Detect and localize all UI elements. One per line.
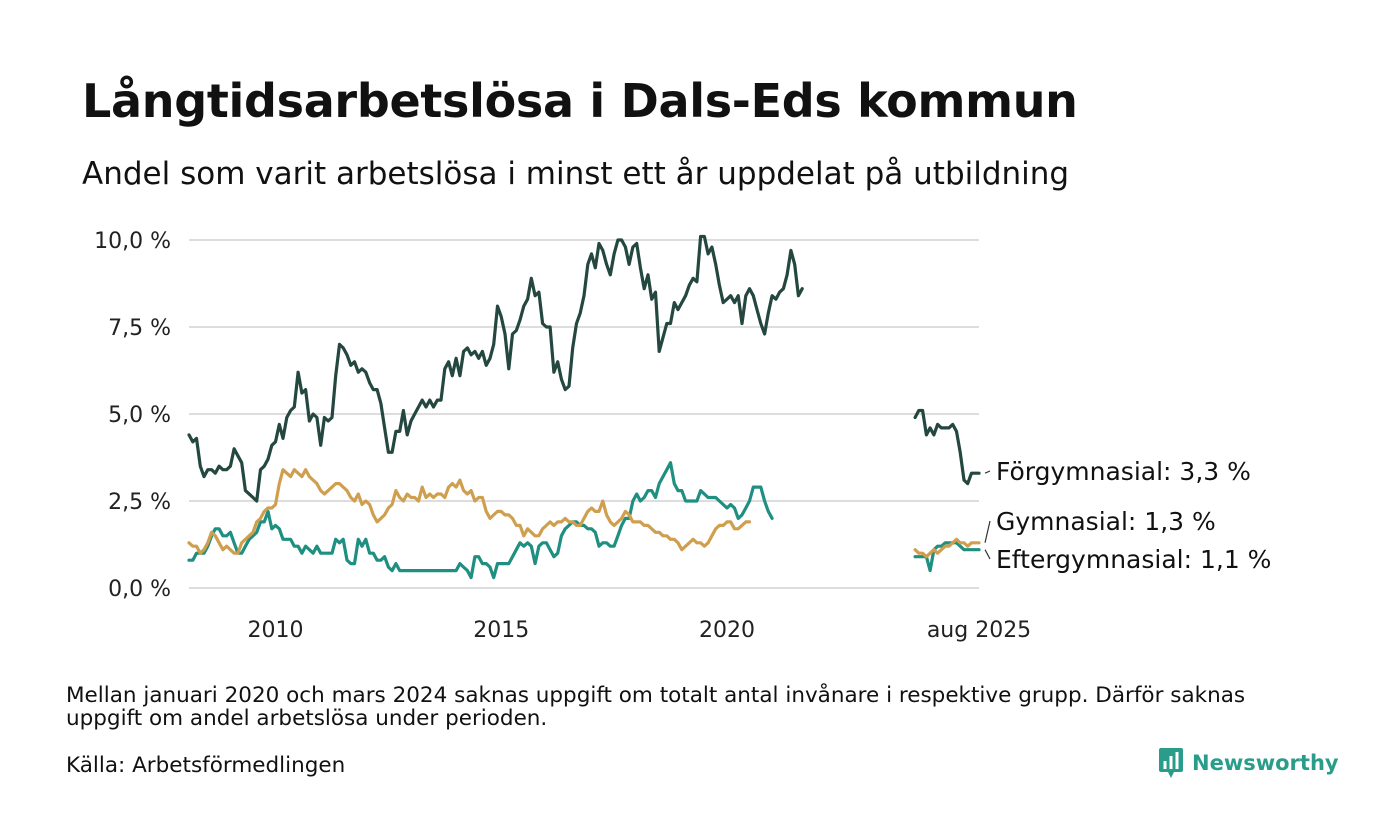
- series-line-eftergymnasial: [187, 461, 774, 580]
- line-chart: 0,0 % 2,5 % 5,0 % 7,5 % 10,0 % 2010 2015 2020 a…: [94, 229, 1271, 643]
- series-end-labels: Förgymnasial: 3,3 % Gymnasial: 1,3 % Efter…: [984, 457, 1271, 574]
- footnote: Mellan januari 2020 och mars 2024 saknas…: [66, 683, 1246, 731]
- label-leader-line: [984, 470, 991, 474]
- y-tick-label: 10,0 %: [94, 229, 171, 254]
- x-axis-ticks: 2010 2015 2020 aug 2025: [248, 618, 1032, 643]
- series-line-gymnasial: [187, 468, 752, 555]
- newsworthy-logo-icon: [1159, 748, 1183, 778]
- y-tick-label: 2,5 %: [108, 490, 171, 515]
- chart-subtitle: Andel som varit arbetslösa i minst ett å…: [82, 156, 1070, 192]
- x-tick-label: 2015: [473, 618, 529, 643]
- label-leader-line: [984, 549, 991, 560]
- series-end-label-gymnasial: Gymnasial: 1,3 %: [996, 507, 1216, 536]
- x-tick-label: 2010: [248, 618, 304, 643]
- series-line-gymnasial: [913, 537, 981, 559]
- source-text: Källa: Arbetsförmedlingen: [66, 753, 346, 778]
- series-lines: [187, 234, 981, 580]
- grid-lines: [189, 239, 979, 589]
- series-line-forgymnasial: [913, 408, 981, 486]
- series-line-forgymnasial: [187, 234, 804, 503]
- x-tick-label: aug 2025: [927, 618, 1031, 643]
- series-end-label-eftergymnasial: Eftergymnasial: 1,1 %: [996, 545, 1271, 574]
- brand-logo: Newsworthy: [1159, 748, 1339, 778]
- y-axis-ticks: 0,0 % 2,5 % 5,0 % 7,5 % 10,0 %: [94, 229, 171, 602]
- chart-title: Långtidsarbetslösa i Dals-Eds kommun: [82, 74, 1078, 128]
- y-tick-label: 0,0 %: [108, 577, 171, 602]
- y-tick-label: 7,5 %: [108, 316, 171, 341]
- brand-name: Newsworthy: [1192, 751, 1339, 775]
- y-tick-label: 5,0 %: [108, 403, 171, 428]
- label-leader-line: [984, 520, 991, 543]
- x-tick-label: 2020: [699, 618, 755, 643]
- series-end-label-forgymnasial: Förgymnasial: 3,3 %: [996, 457, 1251, 486]
